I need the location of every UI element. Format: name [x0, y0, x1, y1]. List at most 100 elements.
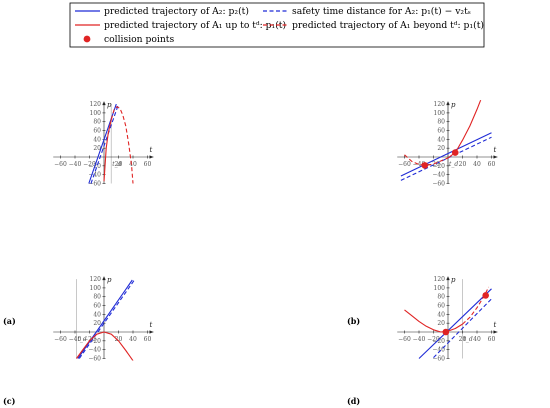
x-axis-name: t	[494, 321, 497, 329]
series-blue-dashed	[90, 103, 120, 184]
panel-c: t_dtp−60 −40 −20 20 40 60−60−40−2020406080100…	[3, 276, 154, 406]
y-tick-label: 120	[434, 101, 446, 108]
series-group	[88, 103, 134, 184]
td-marker-label: t_d	[77, 336, 86, 343]
td-marker-label: t_d	[464, 336, 473, 343]
y-tick-label: −60	[432, 180, 445, 187]
legend-label-blue-solid: predicted trajectory of A₂: p₂(t)	[104, 6, 249, 17]
x-axis-name: t	[150, 321, 153, 329]
series-red-solid	[76, 331, 134, 361]
series-red-solid	[404, 309, 463, 333]
x-axis-name: t	[494, 146, 497, 154]
legend-label-collision-points: collision points	[104, 34, 174, 45]
series-blue-dashed	[78, 279, 135, 359]
y-tick-label: −20	[432, 163, 445, 170]
x-tick-label: 20	[115, 161, 123, 168]
x-tick-label: −20	[83, 336, 96, 343]
y-tick-label: −40	[432, 347, 445, 354]
y-axis-arrow	[102, 276, 106, 281]
y-tick-label: 60	[437, 303, 445, 310]
x-axis-arrow	[149, 330, 154, 334]
y-tick-label: 20	[437, 320, 445, 327]
y-tick-label: 40	[437, 311, 445, 318]
y-tick-label: 20	[93, 320, 101, 327]
collision-point	[482, 292, 490, 299]
y-tick-label: 80	[93, 294, 101, 301]
x-tick-label: 40	[129, 336, 137, 343]
y-tick-label: 80	[437, 119, 445, 126]
y-tick-label: −40	[432, 172, 445, 179]
series-blue-solid	[400, 132, 492, 177]
panel-b: t_dtp−60 −40 −20 20 40 60−60−40−2020406080100…	[347, 100, 498, 326]
x-tick-label: 60	[144, 336, 152, 343]
panel-letter: (d)	[347, 396, 360, 406]
y-tick-label: 20	[437, 145, 445, 152]
series-red-dashed	[110, 106, 134, 184]
x-tick-label: 60	[488, 336, 496, 343]
td-marker-label: t_d	[112, 161, 121, 168]
legend-label-red-dashed: predicted trajectory of A₁ beyond tᵈ: p₁…	[292, 20, 484, 31]
x-axis-arrow	[493, 155, 498, 159]
series-blue-dashed	[400, 136, 492, 181]
y-tick-label: 60	[437, 128, 445, 135]
x-tick-label: 20	[115, 336, 123, 343]
x-tick-label: 20	[459, 336, 467, 343]
x-tick-label: −60	[398, 161, 411, 168]
y-tick-label: 40	[437, 136, 445, 143]
y-tick-label: 100	[434, 110, 446, 117]
panel-letter: (a)	[3, 316, 16, 326]
y-tick-label: −40	[88, 172, 101, 179]
series-blue-solid	[418, 288, 492, 359]
x-tick-label: −60	[54, 336, 67, 343]
y-axis-arrow	[446, 276, 450, 281]
y-tick-label: 80	[93, 119, 101, 126]
panel-letter: (c)	[3, 396, 16, 406]
x-tick-label: 60	[488, 161, 496, 168]
x-tick-label: −40	[69, 336, 82, 343]
x-tick-label: −40	[69, 161, 82, 168]
panel-d: t_dtp−60 −40 −20 20 40 60−60−40−2020406080100…	[347, 276, 498, 406]
x-axis-name: t	[150, 146, 153, 154]
y-tick-label: −40	[88, 347, 101, 354]
y-tick-label: 100	[434, 285, 446, 292]
y-tick-label: 100	[90, 110, 102, 117]
y-tick-label: −20	[88, 338, 101, 345]
y-tick-label: −60	[88, 180, 101, 187]
y-tick-label: −20	[432, 338, 445, 345]
y-tick-label: 60	[93, 128, 101, 135]
legend-swatch-collision-dot	[83, 35, 91, 43]
y-tick-label: 120	[90, 276, 102, 283]
y-axis-name: p	[451, 101, 456, 109]
y-tick-label: 120	[434, 276, 446, 283]
x-tick-label: −60	[398, 336, 411, 343]
series-red-solid	[103, 119, 112, 182]
y-tick-label: 60	[93, 303, 101, 310]
y-tick-label: 20	[93, 145, 101, 152]
y-axis-arrow	[102, 101, 106, 106]
y-tick-label: −60	[88, 355, 101, 362]
y-tick-label: 40	[93, 136, 101, 143]
y-axis-name: p	[107, 276, 112, 284]
legend-label-blue-dashed: safety time distance for A₂: p₁(t) − v₂t…	[292, 6, 471, 17]
x-tick-label: −20	[83, 161, 96, 168]
series-blue-dashed	[433, 298, 492, 358]
x-tick-label: 40	[129, 161, 137, 168]
series-red-dashed	[404, 154, 449, 166]
y-tick-label: 120	[90, 101, 102, 108]
td-marker-label: t_d	[449, 161, 458, 168]
y-tick-label: −60	[432, 355, 445, 362]
y-tick-label: 80	[437, 294, 445, 301]
x-tick-label: 40	[473, 161, 481, 168]
x-tick-label: 20	[459, 161, 467, 168]
collision-point	[451, 149, 459, 156]
y-axis-name: p	[107, 101, 112, 109]
series-group	[76, 279, 135, 361]
legend-label-red-solid: predicted trajectory of A₁ up to tᵈ: p₁(…	[104, 20, 286, 31]
collision-point	[442, 328, 450, 336]
x-tick-label: 60	[144, 161, 152, 168]
y-axis-name: p	[451, 276, 456, 284]
y-tick-label: 40	[93, 311, 101, 318]
panel-a: t_dtp−60 −40 −20 20 40 60−60−40−2020406080100…	[3, 101, 154, 326]
y-tick-label: 100	[90, 285, 102, 292]
